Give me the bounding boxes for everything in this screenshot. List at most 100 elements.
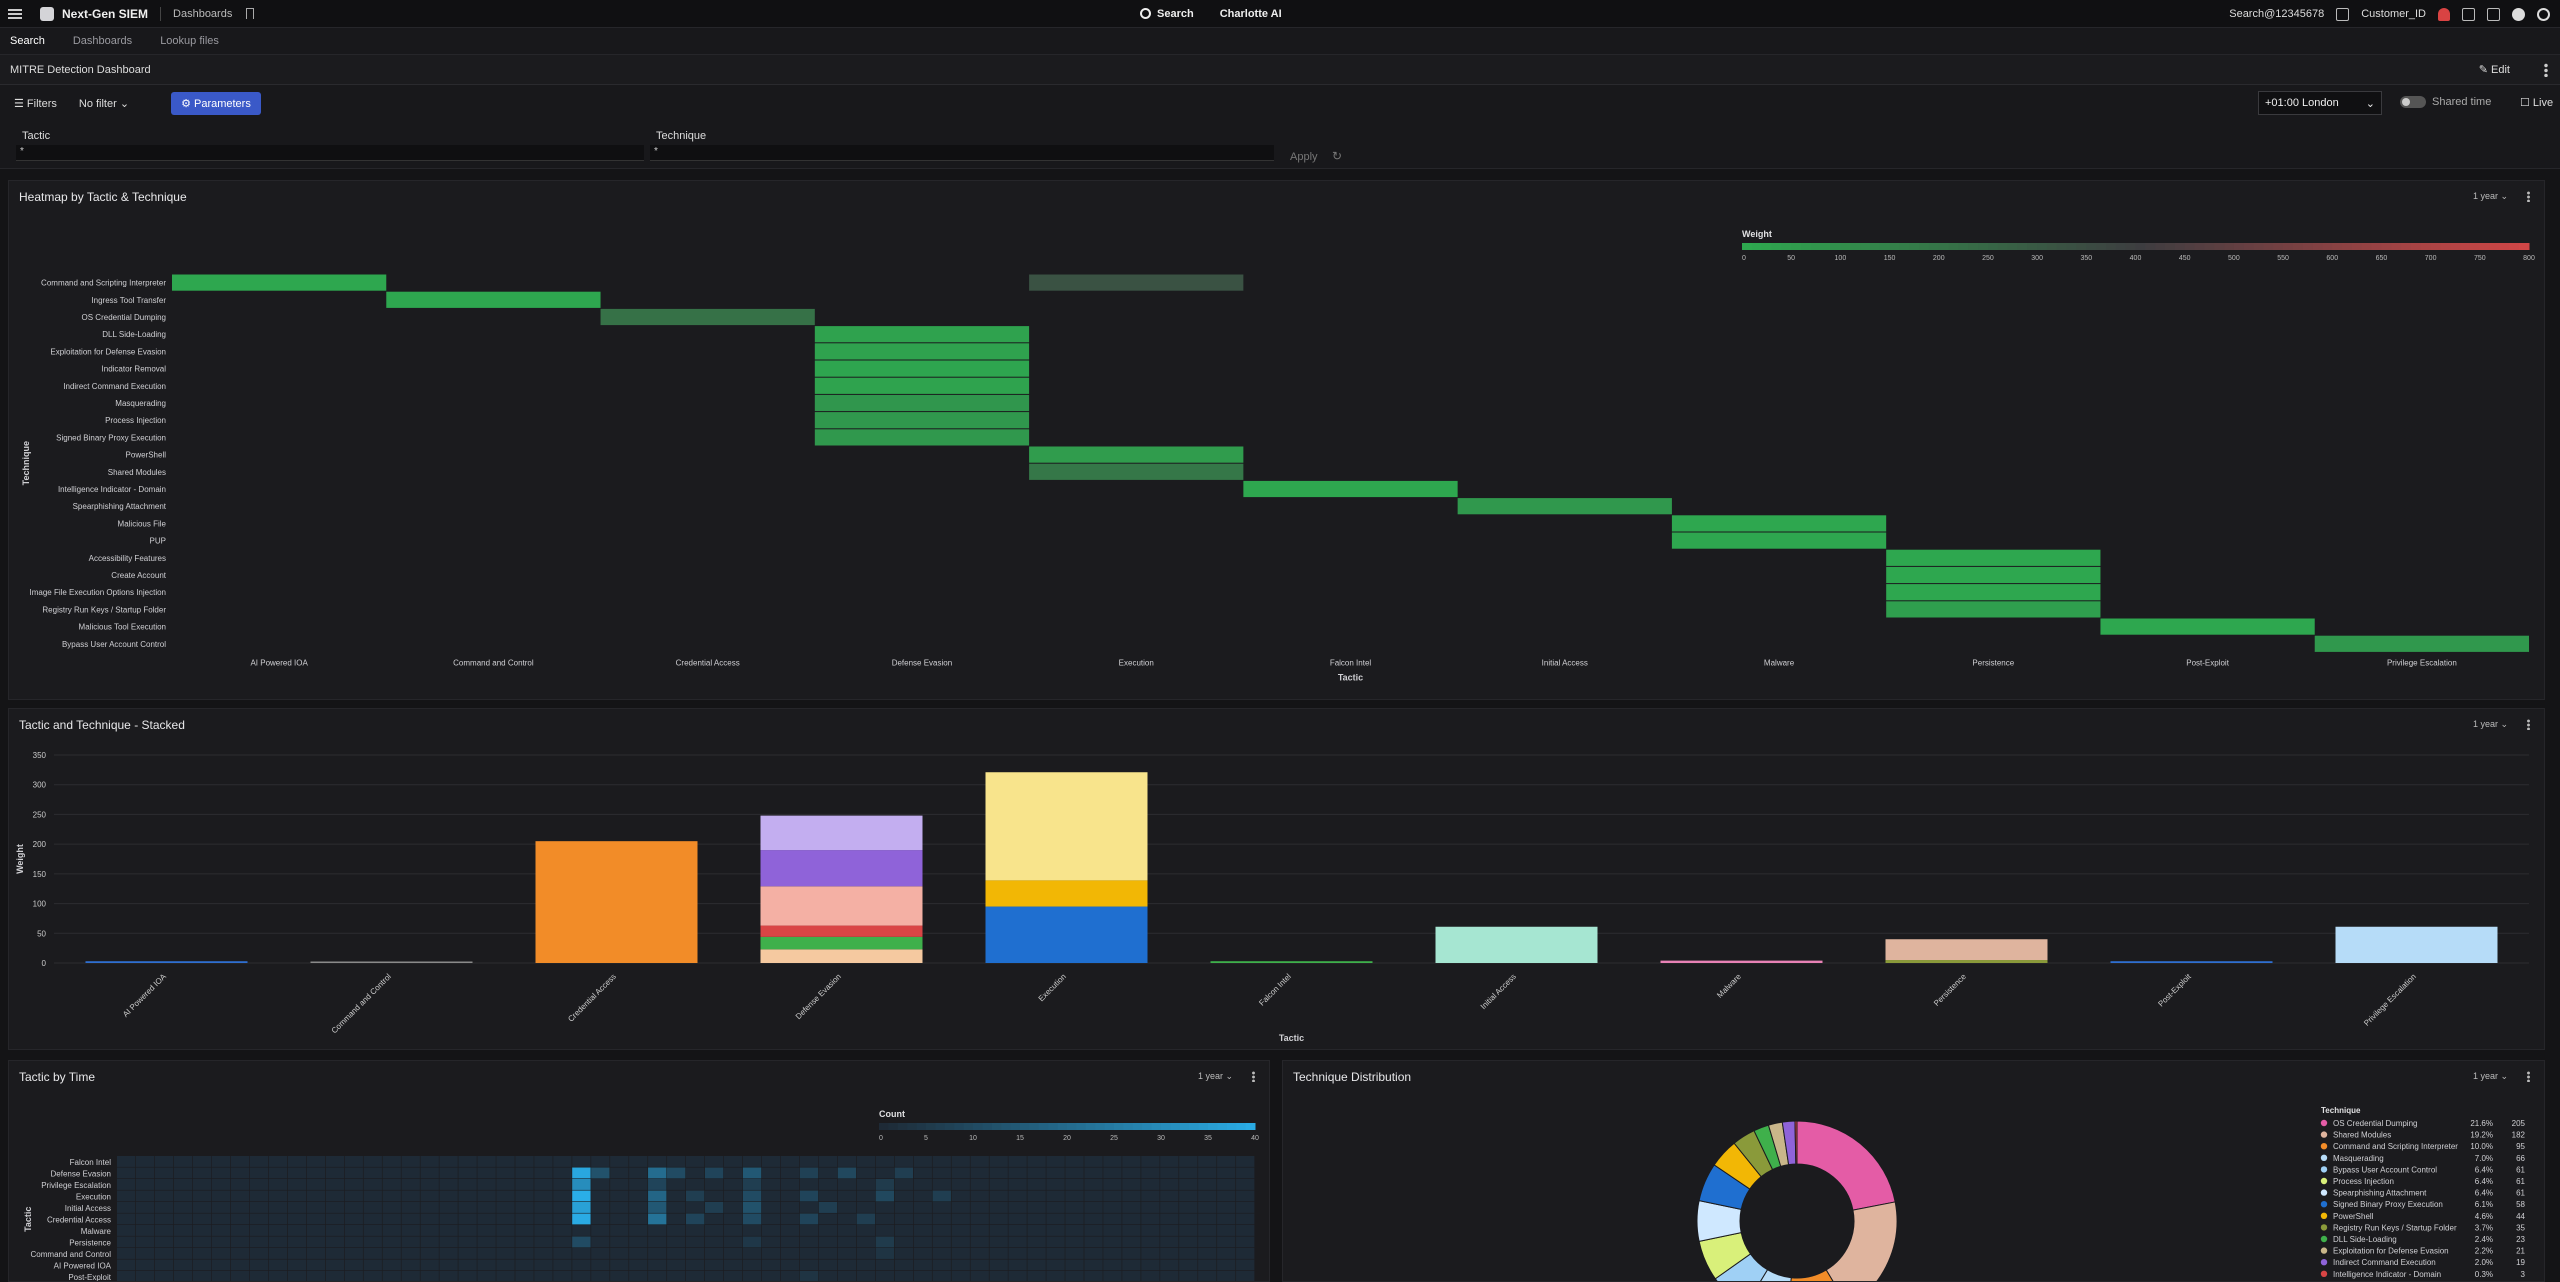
menu-icon[interactable]	[8, 8, 22, 19]
y-tick-label: Command and Control	[31, 1250, 112, 1259]
heatmap-cell	[875, 1271, 895, 1281]
heatmap-cell	[856, 1259, 876, 1271]
heatmap-cell-active	[648, 1167, 667, 1179]
x-tick-label: Post-Exploit	[2156, 972, 2193, 1009]
account-label[interactable]: Search@12345678	[2229, 8, 2325, 20]
heatmap-cell	[363, 1213, 382, 1225]
legend-gradient-step	[2351, 243, 2363, 250]
refresh-icon[interactable]: ↻	[1332, 149, 1343, 163]
legend-gradient-step	[2332, 243, 2343, 250]
heatmap-cell-active	[932, 1190, 951, 1202]
heatmap-cell	[742, 1248, 762, 1259]
heatmap-cell	[814, 429, 1030, 446]
timezone-select[interactable]: +01:00 London ⌄	[2258, 91, 2382, 115]
time-range-dropdown[interactable]: 1 year ⌄	[1197, 1071, 1233, 1081]
legend-gradient-step	[2174, 243, 2186, 250]
panel-title: Tactic by Time	[19, 1070, 96, 1084]
tab-lookup-files[interactable]: Lookup files	[160, 35, 219, 47]
charlotte-ai-button[interactable]: Charlotte AI	[1219, 8, 1282, 20]
panel-menu-icon[interactable]	[1252, 1071, 1255, 1082]
heatmap-cell	[686, 1225, 705, 1236]
heatmap-cell	[477, 1236, 496, 1248]
technique-input[interactable]: *	[650, 145, 1274, 161]
time-range-dropdown[interactable]: 1 year ⌄	[2472, 1071, 2508, 1081]
legend-percent: 2.4%	[2475, 1235, 2493, 1244]
edit-button[interactable]: ✎ Edit	[2478, 64, 2510, 76]
panel-menu-icon[interactable]	[2527, 191, 2530, 202]
y-tick-label: Exploitation for Defense Evasion	[50, 347, 166, 356]
heatmap-cell-active	[648, 1179, 667, 1190]
user-avatar-icon[interactable]	[2512, 7, 2525, 21]
filters-button[interactable]: ☰ Filters	[14, 97, 57, 110]
apps-icon[interactable]	[2462, 7, 2475, 21]
bar-segment	[985, 772, 1148, 881]
tab-search[interactable]: Search	[10, 35, 45, 47]
heatmap-cell-active	[742, 1167, 762, 1179]
heatmap-cell	[117, 1190, 136, 1202]
heatmap-cell	[230, 1248, 250, 1259]
heatmap-cell	[1671, 515, 1887, 532]
heatmap-cell	[1046, 1179, 1065, 1190]
heatmap-cell	[230, 1179, 250, 1190]
panel-menu-icon[interactable]	[2527, 1071, 2530, 1082]
heatmap-cell	[306, 1248, 326, 1259]
time-range-dropdown[interactable]: 1 year ⌄	[2472, 191, 2508, 201]
live-checkbox[interactable]: ☐ Live	[2520, 97, 2554, 109]
customer-selector[interactable]: Customer_ID	[2361, 8, 2426, 20]
notifications-bell-icon[interactable]	[2438, 7, 2450, 21]
heatmap-cell	[723, 1248, 743, 1259]
heatmap-cell	[363, 1202, 382, 1213]
heatmap-cell	[401, 1213, 420, 1225]
heatmap-cell	[401, 1202, 420, 1213]
heatmap-cell	[818, 1213, 838, 1225]
heatmap-cell	[496, 1236, 515, 1248]
heatmap-cell	[249, 1179, 269, 1190]
tab-dashboards[interactable]: Dashboards	[72, 35, 133, 47]
heatmap-cell	[1046, 1167, 1065, 1179]
toggle-switch[interactable]	[2400, 96, 2426, 108]
no-filter-dropdown[interactable]: No filter ⌄	[78, 97, 130, 110]
apply-button[interactable]: Apply	[1290, 151, 1318, 163]
time-range-dropdown[interactable]: 1 year ⌄	[2472, 719, 2508, 729]
heatmap-cell	[287, 1225, 307, 1236]
shared-time-toggle[interactable]: Shared time	[2400, 96, 2491, 108]
brand-name[interactable]: Next-Gen SIEM	[62, 6, 149, 21]
more-options-icon[interactable]	[2544, 63, 2548, 77]
heatmap-cell	[382, 1213, 401, 1225]
legend-tick-label: 25	[1110, 1135, 1118, 1142]
heatmap-cell	[1065, 1271, 1084, 1281]
parameters-button[interactable]: ⚙ Parameters	[171, 91, 261, 115]
heatmap-cell	[1046, 1236, 1065, 1248]
heatmap-cell	[818, 1179, 838, 1190]
heatmap-cell	[761, 1213, 781, 1225]
panel-title: Heatmap by Tactic & Technique	[19, 190, 187, 204]
heatmap-cell	[780, 1225, 800, 1236]
legend-gradient-step	[1076, 1123, 1087, 1130]
breadcrumb-dashboards[interactable]: Dashboards	[173, 7, 233, 20]
legend-swatch	[2320, 1143, 2328, 1150]
grid-icon[interactable]	[2487, 7, 2500, 21]
legend-tick-label: 550	[2277, 255, 2289, 262]
settings-gear-icon[interactable]	[2537, 7, 2550, 21]
heatmap-cell	[837, 1236, 857, 1248]
legend-tick-label: 250	[1982, 255, 1994, 262]
heatmap-cell	[211, 1190, 231, 1202]
heatmap-cell	[818, 1271, 838, 1281]
legend-value: 21	[2516, 1247, 2525, 1256]
heatmap-cell	[1084, 1202, 1103, 1213]
panel-menu-icon[interactable]	[2527, 719, 2530, 730]
heatmap-cell	[1084, 1271, 1103, 1281]
global-search-button[interactable]: Search	[1140, 8, 1194, 20]
legend-gradient-step	[916, 1123, 927, 1130]
bookmark-icon[interactable]	[246, 8, 255, 19]
heatmap-cell	[1103, 1167, 1122, 1179]
heatmap-cell	[1141, 1225, 1160, 1236]
notes-icon[interactable]	[2336, 7, 2350, 21]
heatmap-cell-active	[818, 1202, 838, 1213]
tactic-input[interactable]: *	[16, 145, 644, 161]
heatmap-cell	[249, 1271, 269, 1281]
legend-gradient-step	[2243, 243, 2255, 250]
bar-segment	[1885, 960, 2048, 963]
heatmap-cell	[1217, 1248, 1236, 1259]
heatmap-cell	[477, 1190, 496, 1202]
